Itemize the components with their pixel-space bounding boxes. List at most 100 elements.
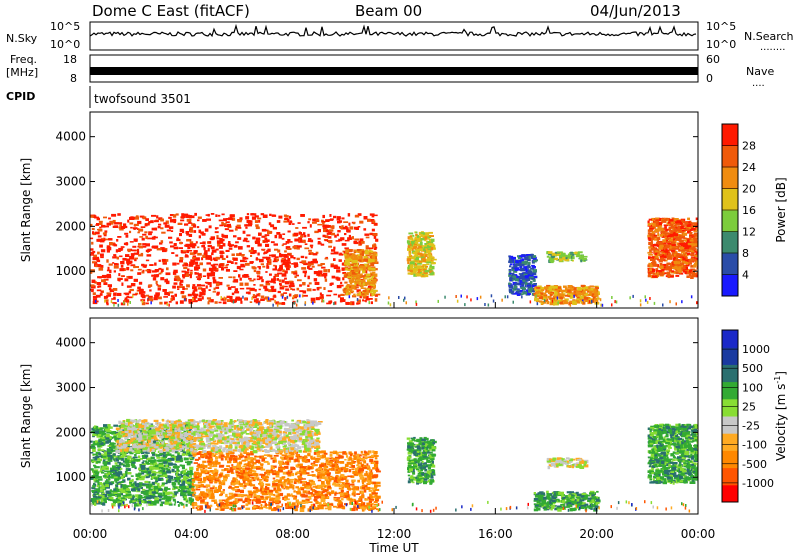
echo-cell	[410, 261, 415, 264]
echo-cell	[349, 249, 352, 252]
echo-cell	[689, 227, 691, 229]
echo-cell	[213, 291, 216, 293]
echo-cell	[354, 250, 357, 252]
echo-cell	[137, 287, 141, 290]
echo-cell	[312, 219, 314, 222]
echo-cell	[358, 257, 361, 260]
echo-cell	[262, 266, 265, 268]
echo-cell	[294, 257, 296, 259]
echo-cell	[182, 467, 185, 470]
echo-cell	[134, 239, 138, 242]
echo-cell	[117, 472, 120, 475]
echo-cell	[345, 302, 349, 305]
echo-cell	[574, 252, 577, 254]
echo-cell	[227, 261, 231, 264]
echo-cell	[410, 237, 414, 240]
echo-cell	[186, 486, 189, 488]
echo-cell	[158, 488, 162, 490]
echo-cell	[146, 295, 149, 297]
echo-cell	[265, 244, 269, 247]
echo-cell	[260, 299, 265, 302]
echo-cell	[554, 291, 556, 294]
echo-cell	[192, 298, 194, 301]
echo-cell	[128, 276, 132, 279]
echo-cell	[113, 304, 115, 307]
echo-cell	[338, 295, 341, 298]
echo-cell	[268, 263, 272, 265]
echo-cell	[101, 472, 104, 474]
echo-cell	[154, 472, 159, 474]
echo-cell	[172, 483, 176, 486]
echo-cell	[235, 228, 238, 230]
echo-cell	[110, 457, 113, 460]
echo-cell	[654, 302, 656, 305]
echo-cell	[116, 485, 118, 487]
echo-cell	[276, 258, 279, 261]
echo-cell	[206, 262, 211, 264]
echo-cell	[582, 258, 587, 260]
echo-cell	[652, 223, 655, 226]
echo-cell	[122, 453, 126, 456]
echo-cell	[345, 256, 348, 259]
echo-cell	[172, 219, 176, 221]
echo-cell	[226, 250, 230, 252]
echo-cell	[530, 300, 532, 303]
echo-cell	[198, 278, 200, 281]
echo-cell	[113, 226, 117, 228]
echo-cell	[373, 233, 378, 236]
echo-cell	[216, 283, 220, 286]
echo-cell	[514, 286, 517, 289]
echo-cell	[417, 235, 419, 238]
echo-cell	[212, 266, 217, 269]
echo-cell	[138, 254, 143, 256]
echo-cell	[180, 465, 185, 467]
echo-cell	[659, 270, 663, 272]
echo-cell	[421, 270, 424, 272]
echo-cell	[139, 236, 143, 238]
echo-cell	[367, 293, 369, 295]
echo-cell	[388, 302, 390, 305]
echo-cell	[666, 269, 669, 271]
echo-cell	[340, 297, 344, 300]
echo-cell	[373, 287, 376, 290]
echo-cell	[232, 254, 235, 257]
echo-cell	[100, 440, 105, 442]
echo-cell	[308, 218, 311, 220]
echo-cell	[228, 241, 230, 244]
echo-cell	[107, 477, 112, 479]
echo-cell	[219, 225, 223, 227]
echo-cell	[167, 303, 169, 306]
echo-cell	[108, 426, 113, 428]
echo-cell	[677, 228, 679, 230]
echo-cell	[250, 255, 252, 257]
echo-cell	[287, 248, 291, 250]
echo-cell	[133, 266, 136, 269]
echo-cell	[339, 285, 343, 287]
echo-cell	[275, 235, 278, 238]
echo-cell	[142, 497, 147, 499]
echo-cell	[132, 501, 135, 503]
echo-cell	[418, 274, 423, 277]
echo-cell	[427, 241, 430, 243]
echo-cell	[244, 276, 249, 278]
echo-cell	[667, 272, 671, 275]
beam-label: Beam 00	[355, 2, 422, 20]
echo-cell	[176, 471, 178, 474]
echo-cell	[548, 251, 553, 254]
echo-cell	[268, 297, 270, 300]
y-tick-label: 3000	[55, 175, 86, 189]
echo-cell	[520, 264, 525, 266]
echo-cell	[590, 286, 594, 288]
echo-cell	[316, 219, 319, 221]
echo-cell	[659, 222, 662, 225]
echo-cell	[94, 215, 97, 218]
echo-cell	[133, 457, 138, 459]
echo-cell	[647, 301, 649, 304]
echo-cell	[204, 251, 207, 253]
echo-cell	[109, 483, 113, 485]
echo-cell	[90, 215, 94, 218]
echo-cell	[527, 284, 531, 286]
echo-cell	[225, 265, 227, 267]
echo-cell	[671, 270, 674, 272]
echo-cell	[160, 219, 164, 222]
